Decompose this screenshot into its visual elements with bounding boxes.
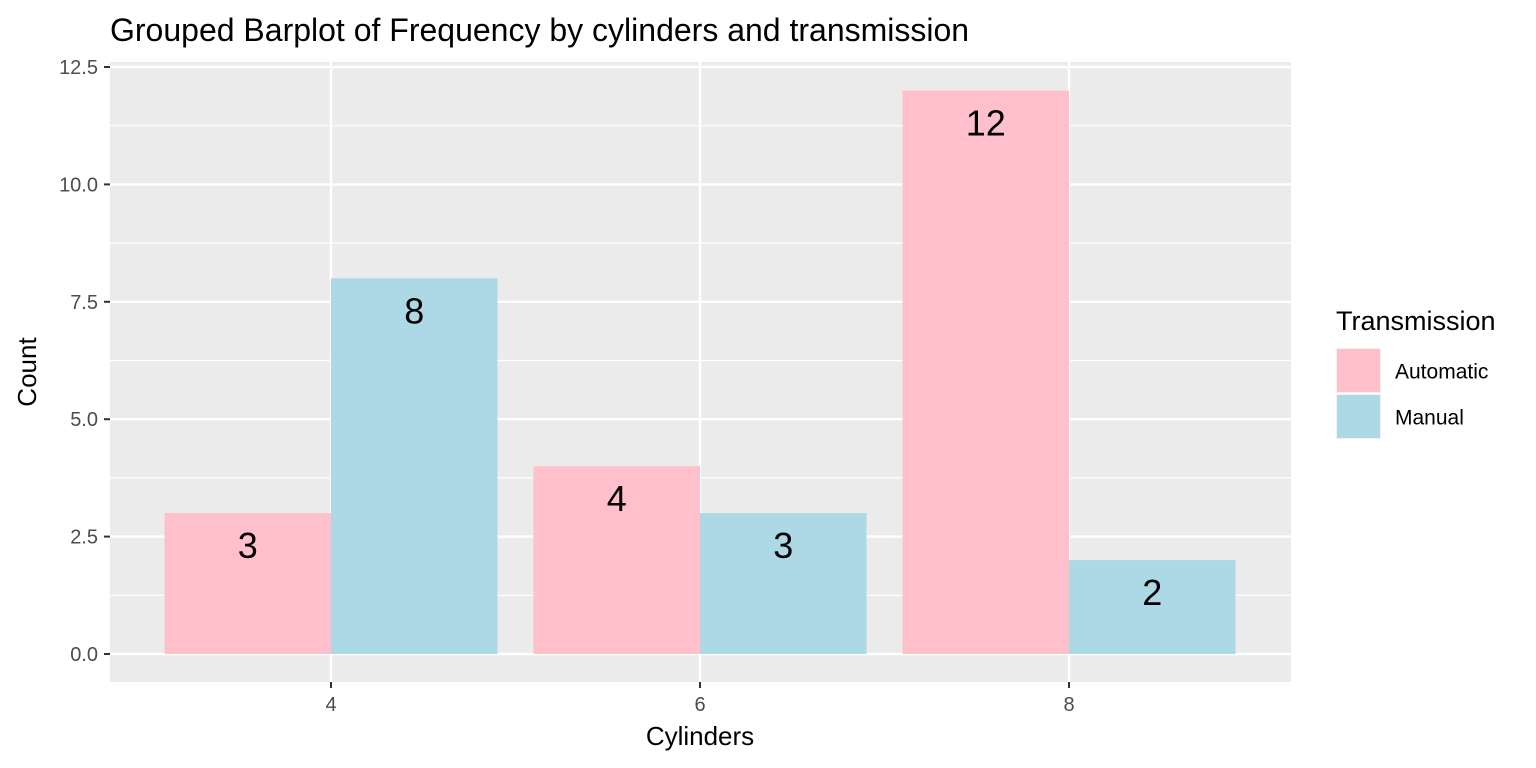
x-tick-label: 4 bbox=[325, 694, 336, 716]
legend-key-manual bbox=[1337, 395, 1380, 438]
legend-label-automatic: Automatic bbox=[1395, 361, 1488, 384]
bar-label-manual-8: 2 bbox=[1142, 572, 1162, 613]
legend-key-automatic bbox=[1337, 349, 1380, 392]
bar-label-automatic-6: 4 bbox=[607, 478, 627, 519]
bar-manual-6 bbox=[700, 513, 867, 654]
x-tick-label: 8 bbox=[1063, 694, 1074, 716]
y-tick-label: 0.0 bbox=[70, 644, 98, 666]
legend-items: Automatic Manual bbox=[1336, 348, 1488, 439]
bar-manual-4 bbox=[331, 278, 498, 654]
bar-label-manual-6: 3 bbox=[773, 525, 793, 566]
x-axis: 4 6 8 bbox=[325, 682, 1075, 716]
bar-label-automatic-8: 12 bbox=[966, 102, 1006, 143]
y-tick-label: 5.0 bbox=[70, 409, 98, 431]
bar-automatic-6 bbox=[533, 466, 700, 654]
legend: Transmission Automatic Manual bbox=[1336, 306, 1496, 439]
x-axis-title: Cylinders bbox=[646, 721, 754, 751]
y-axis-title: Count bbox=[12, 337, 42, 407]
y-tick-label: 2.5 bbox=[70, 527, 98, 549]
x-tick-label: 6 bbox=[694, 694, 705, 716]
legend-label-manual: Manual bbox=[1395, 407, 1464, 430]
bar-label-automatic-4: 3 bbox=[238, 525, 258, 566]
legend-title: Transmission bbox=[1336, 306, 1496, 336]
chart-title: Grouped Barplot of Frequency by cylinder… bbox=[110, 12, 969, 48]
y-tick-label: 10.0 bbox=[59, 174, 98, 196]
bar-automatic-8 bbox=[902, 90, 1069, 655]
y-tick-label: 7.5 bbox=[70, 292, 98, 314]
bars bbox=[164, 90, 1236, 655]
bar-automatic-4 bbox=[164, 513, 331, 654]
y-tick-label: 12.5 bbox=[59, 57, 98, 79]
y-axis: 0.0 2.5 5.0 7.5 10.0 12.5 bbox=[59, 57, 110, 666]
bar-labels: 3 8 4 3 12 2 bbox=[238, 102, 1163, 613]
bar-manual-8 bbox=[1069, 560, 1236, 654]
bar-label-manual-4: 8 bbox=[404, 290, 424, 331]
